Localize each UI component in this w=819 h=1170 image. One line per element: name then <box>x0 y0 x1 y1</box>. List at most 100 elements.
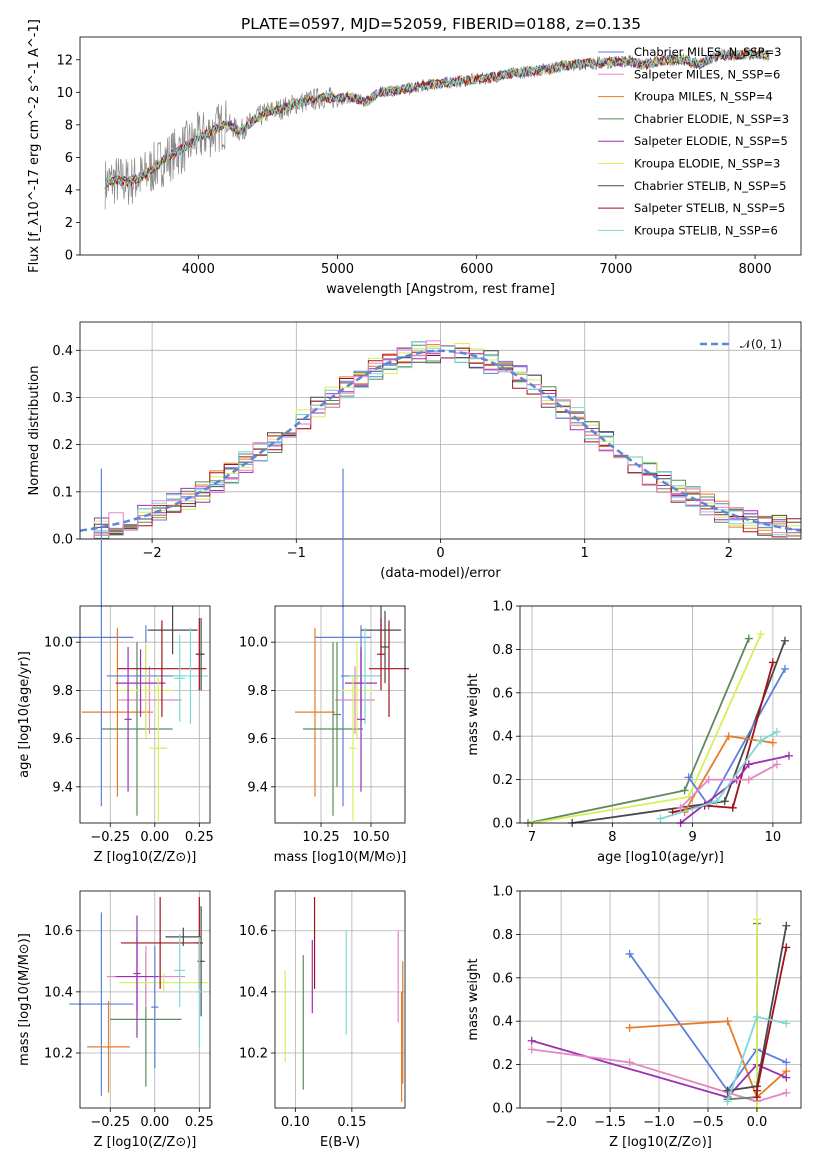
weight-point-marker <box>723 1017 732 1026</box>
legend-entry: Kroupa STELIB, N_SSP=6 <box>634 223 778 237</box>
y-tick-label: 0.6 <box>492 971 513 986</box>
y-tick-label: 0.0 <box>52 533 73 548</box>
weight-point-marker <box>752 1012 761 1021</box>
plot-area <box>69 897 209 1096</box>
x-tick-label: 0.15 <box>337 1115 366 1130</box>
weight-point-marker <box>723 1097 732 1106</box>
x-axis-label: Z [log10(Z/Z⊙)] <box>94 1135 197 1150</box>
legend-entry: Salpeter ELODIE, N_SSP=5 <box>634 134 788 148</box>
y-tick-label: 8 <box>65 118 73 133</box>
x-tick-label: −1.0 <box>643 1115 675 1130</box>
weight-point-marker <box>756 736 765 745</box>
legend-entry: Chabrier MILES, N_SSP=3 <box>634 45 781 59</box>
weight-point-marker <box>772 727 781 736</box>
y-axis-label: mass weight <box>466 673 481 755</box>
x-tick-label: 10.50 <box>352 830 389 845</box>
weight-point-marker <box>782 943 791 952</box>
y-tick-label: 10.2 <box>44 1046 73 1061</box>
y-tick-label: 10.6 <box>44 924 73 939</box>
panel-spectrum: 4000 5000 6000 7000 8000 0 2 4 6 8 10 12 wavelength … <box>27 19 802 297</box>
weight-point-marker <box>752 1086 761 1095</box>
x-axis-label: E(B-V) <box>320 1135 360 1150</box>
weight-point-marker <box>724 732 733 741</box>
panel-mass-vs-EBV: 0.10 0.15 10.2 10.4 10.6 E(B-V) <box>239 890 406 1150</box>
axes-frame <box>79 321 802 540</box>
weight-series-line <box>679 763 778 809</box>
weight-point-marker <box>768 658 777 667</box>
weight-point-marker <box>782 1058 791 1067</box>
legend-entry: Salpeter STELIB, N_SSP=5 <box>634 201 785 215</box>
x-tick-label: 0.25 <box>185 830 214 845</box>
axes-frame <box>274 605 406 824</box>
weight-point-marker <box>756 630 765 639</box>
legend-entry: Salpeter MILES, N_SSP=6 <box>634 67 780 81</box>
plot-area <box>79 340 802 540</box>
weight-point-marker <box>782 1088 791 1097</box>
y-tick-label: 9.4 <box>247 780 268 795</box>
panel-weight-vs-Z: −2.0 −1.5 −1.0 −0.5 0.0 0.0 0.2 0.4 0.6 0.8 1.0 Z [… <box>466 885 802 1150</box>
y-tick-label: 0.2 <box>492 1058 513 1073</box>
x-tick-label: 0.25 <box>185 1115 214 1130</box>
plot-area <box>524 630 793 827</box>
weight-point-marker <box>728 803 737 812</box>
y-tick-label: 10.2 <box>239 1046 268 1061</box>
x-tick-label: 8000 <box>739 262 772 277</box>
figure-title: PLATE=0597, MJD=52059, FIBERID=0188, z=0… <box>241 15 641 33</box>
weight-series-line <box>531 1039 787 1099</box>
axes-frame <box>274 890 406 1109</box>
y-tick-label: 9.4 <box>52 780 73 795</box>
weight-point-marker <box>720 797 729 806</box>
y-axis-label: mass weight <box>466 958 481 1040</box>
weight-series-line <box>727 923 758 1101</box>
y-tick-label: 0.2 <box>52 438 73 453</box>
x-tick-label: 0.00 <box>140 830 169 845</box>
plot-area <box>69 468 209 821</box>
legend-entry: Chabrier ELODIE, N_SSP=3 <box>634 112 789 126</box>
y-tick-label: 9.8 <box>247 684 268 699</box>
axes-frame <box>79 605 211 824</box>
x-axis-label: (data-model)/error <box>380 566 501 581</box>
weight-series-line <box>672 662 774 813</box>
x-tick-label: 8 <box>608 830 616 845</box>
y-axis-label: Normed distribution <box>27 366 42 496</box>
y-tick-label: 0.8 <box>492 928 513 943</box>
y-tick-label: 6 <box>65 151 73 166</box>
weight-point-marker <box>656 814 665 823</box>
y-tick-label: 0.0 <box>492 817 513 832</box>
x-tick-label: −1 <box>287 546 306 561</box>
y-tick-label: 0.4 <box>492 1015 513 1030</box>
y-axis-label: Flux [f_λ10^-17 erg cm^-2 s^-1 A^-1] <box>27 19 42 273</box>
weight-point-marker <box>723 1086 732 1095</box>
weight-series-line <box>628 953 787 1093</box>
weight-point-marker <box>625 1023 634 1032</box>
weight-point-marker <box>772 760 781 769</box>
y-tick-label: 2 <box>65 216 73 231</box>
weight-point-marker <box>768 738 777 747</box>
x-tick-label: 7 <box>528 830 536 845</box>
x-tick-label: 2 <box>725 546 733 561</box>
x-tick-label: −0.5 <box>692 1115 724 1130</box>
axes-frame <box>79 36 802 256</box>
weight-point-marker <box>784 751 793 760</box>
weight-series-line <box>660 731 778 820</box>
model-spectrum-line <box>104 49 770 189</box>
weight-point-marker <box>676 803 685 812</box>
panel-residuals: −2 −1 0 1 2 0.0 0.1 0.2 0.3 0.4 (data-model)/error… <box>27 321 802 581</box>
x-axis-label: wavelength [Angstrom, rest frame] <box>326 282 555 297</box>
weight-series-line <box>531 1048 787 1103</box>
weight-point-marker <box>752 915 761 924</box>
panel-mass-vs-Z: −0.25 0.00 0.25 10.2 10.4 10.6 Z [log10(Z/Z⊙)]… <box>17 890 214 1150</box>
weight-point-marker <box>625 1058 634 1067</box>
y-tick-label: 10.4 <box>44 985 73 1000</box>
legend-entry: Kroupa MILES, N_SSP=4 <box>634 90 773 104</box>
normal-reference-curve <box>79 349 802 532</box>
y-tick-label: 0.0 <box>492 1102 513 1117</box>
legend-entry: Chabrier STELIB, N_SSP=5 <box>634 179 786 193</box>
weight-point-marker <box>744 634 753 643</box>
x-tick-label: 10.25 <box>302 830 339 845</box>
weight-point-marker <box>684 773 693 782</box>
weight-point-marker <box>782 1019 791 1028</box>
y-tick-label: 10.0 <box>44 636 73 651</box>
y-tick-label: 9.8 <box>52 684 73 699</box>
